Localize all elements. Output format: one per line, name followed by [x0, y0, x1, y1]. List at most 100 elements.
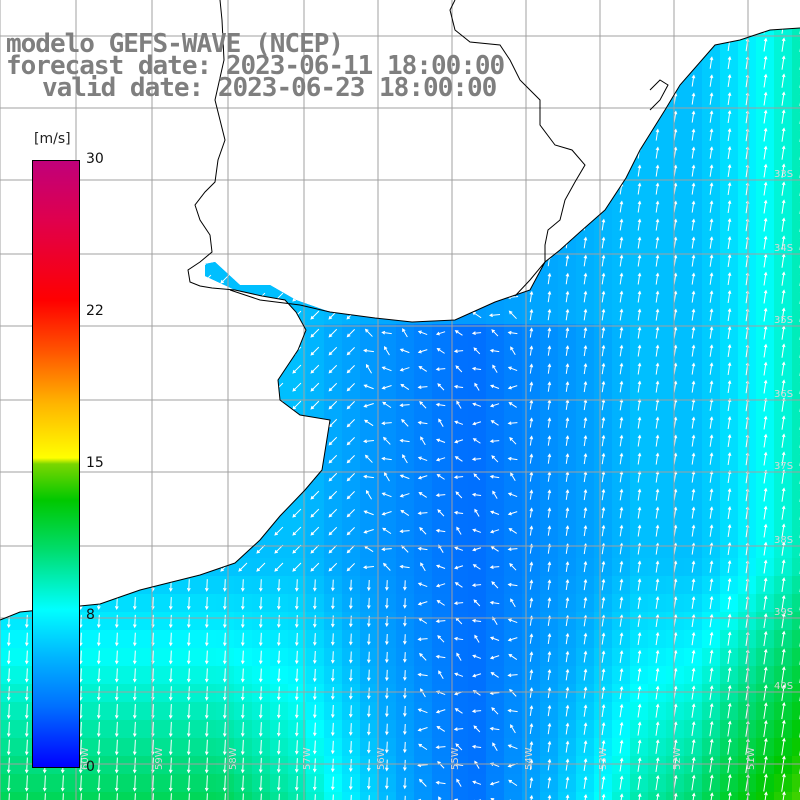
wind-arrow	[310, 508, 320, 518]
wind-arrow	[471, 331, 482, 336]
wind-arrow	[547, 561, 552, 572]
wind-arrow	[489, 348, 500, 353]
wind-arrow	[655, 398, 660, 411]
wind-arrow	[381, 421, 392, 426]
wind-arrow	[619, 434, 624, 447]
wind-arrow	[781, 343, 786, 358]
wind-speed-cell	[792, 414, 800, 433]
wind-arrow	[328, 562, 338, 572]
wind-speed-cell	[756, 28, 775, 37]
wind-arrow	[727, 218, 732, 231]
lat-label: 37S	[774, 461, 793, 472]
wind-arrow	[507, 511, 518, 516]
wind-arrow	[601, 362, 606, 375]
wind-arrow	[691, 416, 696, 429]
wind-arrow	[727, 488, 732, 501]
wind-arrow	[709, 128, 714, 141]
wind-speed-cell	[792, 648, 800, 667]
wind-arrow	[547, 525, 552, 536]
wind-arrow	[763, 217, 768, 232]
wind-arrow	[709, 218, 714, 231]
wind-arrow	[727, 74, 732, 87]
wind-speed-cell	[792, 288, 800, 307]
wind-arrow	[763, 451, 768, 466]
wind-speed-cell	[792, 666, 800, 685]
wind-arrow	[781, 361, 786, 376]
wind-arrow	[453, 510, 464, 515]
wind-arrow	[472, 564, 481, 570]
wind-arrow	[691, 362, 696, 375]
wind-arrow	[510, 472, 516, 482]
wind-speed-cell	[792, 342, 800, 361]
wind-arrow	[489, 474, 500, 479]
wind-arrow	[619, 488, 624, 501]
wind-arrow	[274, 562, 284, 572]
wind-arrow	[417, 349, 428, 354]
wind-speed-cell	[486, 792, 505, 800]
wind-arrow	[655, 416, 660, 429]
wind-arrow	[763, 487, 768, 502]
wind-speed-cell	[792, 522, 800, 541]
wind-arrow	[435, 493, 446, 498]
colorbar	[32, 160, 80, 768]
wind-arrow	[420, 436, 426, 446]
wind-arrow	[637, 326, 642, 339]
wind-speed-cell	[756, 792, 775, 800]
wind-arrow	[601, 326, 606, 339]
lon-label: 59W	[154, 747, 165, 770]
wind-arrow	[655, 524, 660, 537]
wind-arrow	[547, 453, 552, 464]
wind-arrow	[565, 290, 570, 303]
wind-arrow	[781, 235, 786, 250]
wind-arrow	[709, 254, 714, 267]
wind-speed-cell	[792, 432, 800, 451]
wind-arrow	[547, 308, 552, 321]
wind-speed-cell	[792, 72, 800, 91]
wind-arrow	[637, 218, 642, 231]
wind-arrow	[529, 525, 534, 536]
wind-arrow	[258, 579, 263, 592]
wind-speed-cell	[792, 450, 800, 469]
wind-arrow	[709, 434, 714, 447]
wind-arrow	[709, 506, 714, 519]
wind-arrow	[727, 416, 732, 429]
wind-arrow	[619, 200, 624, 213]
wind-arrow	[691, 560, 696, 573]
wind-arrow	[346, 455, 355, 464]
wind-arrow	[637, 488, 642, 501]
wind-arrow	[381, 547, 392, 552]
wind-arrow	[781, 559, 786, 574]
wind-arrow	[637, 362, 642, 375]
wind-arrow	[455, 491, 463, 499]
wind-arrow	[491, 329, 499, 337]
wind-arrow	[456, 526, 462, 535]
wind-arrow	[619, 254, 624, 267]
wind-arrow	[619, 218, 624, 231]
wind-arrow	[382, 436, 391, 445]
wind-arrow	[455, 365, 463, 373]
wind-arrow	[436, 348, 445, 354]
wind-arrow	[583, 434, 588, 447]
wind-arrow	[781, 217, 786, 232]
wind-arrow	[346, 509, 355, 518]
wind-arrow	[709, 164, 714, 177]
wind-speed-cell	[792, 630, 800, 649]
wind-arrow	[601, 434, 606, 447]
wind-arrow	[382, 562, 391, 571]
wind-arrow	[691, 110, 696, 123]
wind-arrow	[490, 420, 499, 426]
wind-arrow	[565, 579, 570, 591]
wind-arrow	[417, 546, 428, 551]
wind-arrow	[454, 565, 464, 570]
wind-arrow	[529, 579, 534, 590]
wind-arrow	[384, 471, 390, 482]
wind-arrow	[763, 505, 768, 520]
wind-arrow	[547, 579, 552, 590]
wind-arrow	[781, 451, 786, 466]
wind-arrow	[454, 582, 463, 588]
wind-arrow	[763, 145, 768, 160]
wind-arrow	[727, 452, 732, 465]
wind-arrow	[529, 417, 534, 428]
wind-arrow	[763, 91, 768, 106]
wind-arrow	[547, 381, 552, 392]
